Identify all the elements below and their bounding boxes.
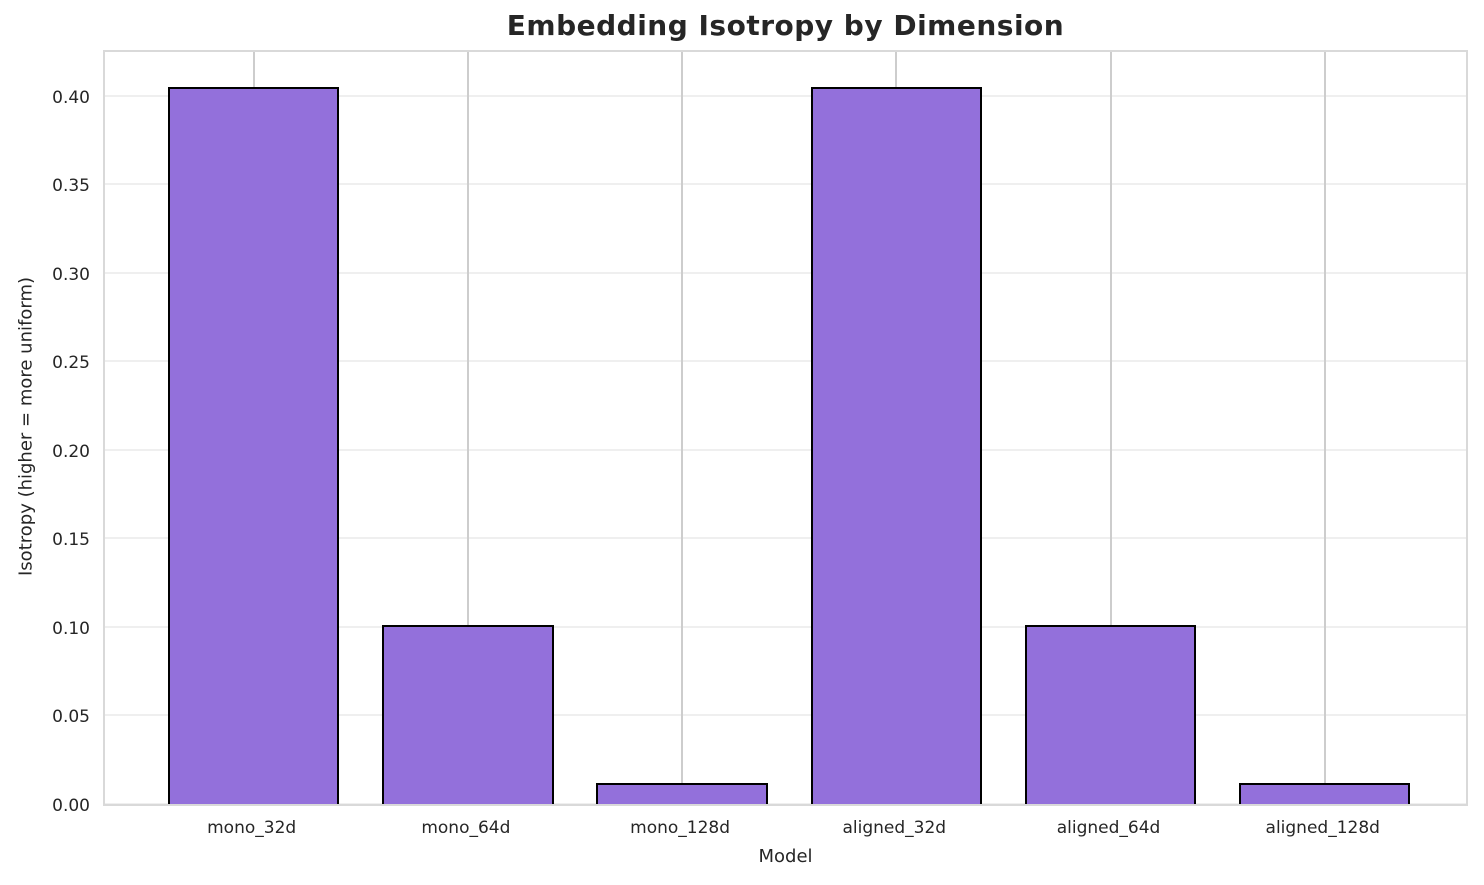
bar-aligned_64d xyxy=(1024,625,1197,804)
plot-inner xyxy=(105,52,1466,804)
y-gridline xyxy=(105,448,1466,451)
y-tick-label: 0.20 xyxy=(52,441,90,462)
y-gridline xyxy=(105,271,1466,274)
y-tick-label: 0.35 xyxy=(52,176,90,197)
x-axis-label: Model xyxy=(758,846,813,867)
chart-title: Embedding Isotropy by Dimension xyxy=(506,9,1065,42)
x-gridline xyxy=(1109,52,1112,804)
bar-mono_32d xyxy=(167,86,340,804)
bar-aligned_32d xyxy=(810,86,982,804)
plot-area xyxy=(103,50,1468,806)
x-gridline xyxy=(466,52,469,804)
x-tick-label: aligned_128d xyxy=(1265,818,1380,838)
y-axis-label: Isotropy (higher = more uniform) xyxy=(15,277,37,576)
bar-mono_128d xyxy=(596,782,768,804)
x-tick-label: mono_64d xyxy=(421,818,511,838)
y-gridline xyxy=(105,803,1466,804)
y-gridline xyxy=(105,537,1466,540)
y-tick-label: 0.40 xyxy=(52,87,90,108)
x-tick-label: mono_128d xyxy=(630,818,731,838)
y-gridline xyxy=(105,625,1466,628)
x-tick-label: mono_32d xyxy=(207,818,297,838)
y-tick-label: 0.00 xyxy=(52,796,90,816)
y-tick-label: 0.10 xyxy=(52,618,90,639)
y-gridline xyxy=(105,94,1466,97)
y-gridline xyxy=(105,360,1466,363)
y-tick-label: 0.30 xyxy=(52,264,90,285)
bar-aligned_128d xyxy=(1239,782,1411,804)
x-gridline xyxy=(1323,52,1326,804)
y-tick-label: 0.25 xyxy=(52,353,90,374)
x-tick-label: aligned_32d xyxy=(842,818,947,838)
y-gridline xyxy=(105,714,1466,717)
bar-mono_64d xyxy=(382,625,554,804)
x-tick-label: aligned_64d xyxy=(1056,818,1161,838)
y-tick-label: 0.15 xyxy=(52,530,90,551)
y-tick-label: 0.05 xyxy=(52,707,90,728)
y-gridline xyxy=(105,183,1466,186)
x-gridline xyxy=(681,52,684,804)
